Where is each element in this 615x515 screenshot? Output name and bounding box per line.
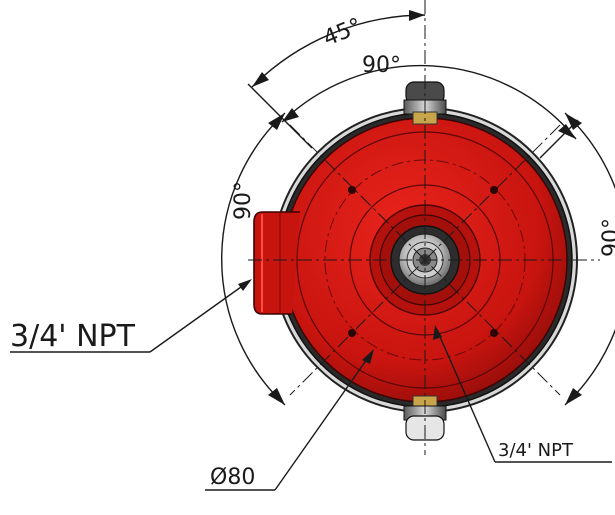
bolt-4 <box>490 329 498 337</box>
dimension-arcs <box>220 10 615 406</box>
leader-lines <box>10 279 612 491</box>
mounting-bolts <box>348 186 498 337</box>
diameter-label: Ø80 <box>210 465 255 490</box>
angle-45-label: 45° <box>320 14 366 52</box>
center-lines <box>248 0 600 455</box>
npt-right-label: 3/4' NPT <box>498 440 574 461</box>
npt-left-label: 3/4' NPT <box>10 319 136 354</box>
bolt-2 <box>490 186 498 194</box>
bolt-1 <box>348 186 356 194</box>
angle-right-90-label: 90° <box>599 218 615 257</box>
side-inlet-port <box>253 211 300 315</box>
angle-left-90-label: 90° <box>231 181 256 220</box>
angle-top-90-label: 90° <box>362 53 401 78</box>
